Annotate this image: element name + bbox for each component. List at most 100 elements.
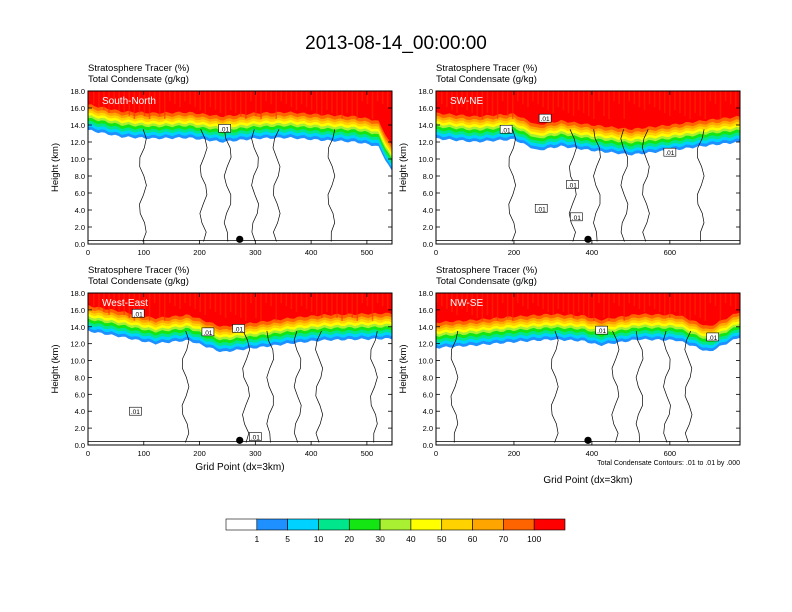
tracer-streak bbox=[496, 91, 499, 120]
tracer-streak bbox=[522, 91, 524, 105]
y-tick-label: 18.0 bbox=[70, 87, 85, 96]
tracer-streak bbox=[522, 293, 524, 307]
tracer-streak bbox=[653, 91, 656, 108]
tracer-streak bbox=[552, 91, 555, 114]
y-tick-label: 0.0 bbox=[75, 240, 85, 249]
tracer-streak bbox=[613, 293, 615, 304]
x-tick-label: 500 bbox=[361, 248, 374, 257]
tracer-streak bbox=[527, 91, 529, 108]
colorbar-swatch bbox=[256, 518, 288, 531]
y-tick-label: 6.0 bbox=[423, 189, 433, 198]
x-tick-label: 0 bbox=[434, 449, 438, 458]
tracer-streak bbox=[108, 293, 110, 315]
tracer-streak bbox=[88, 293, 90, 304]
colorbar-swatch bbox=[287, 518, 319, 531]
tracer-streak bbox=[153, 293, 156, 304]
tracer-streak bbox=[336, 293, 338, 318]
contour-label-box bbox=[534, 204, 548, 213]
contour-label: .01 bbox=[502, 127, 511, 134]
y-tick-label: 14.0 bbox=[418, 323, 433, 332]
tracer-streak bbox=[341, 293, 343, 321]
tracer-streak bbox=[542, 91, 544, 108]
x-tick-label: 400 bbox=[586, 248, 599, 257]
tracer-streak bbox=[618, 91, 620, 105]
panel-header-condensate: Total Condensate (g/kg) bbox=[88, 276, 189, 287]
x-tick-label: 400 bbox=[586, 449, 599, 458]
contour-label: .01 bbox=[234, 326, 243, 333]
tracer-streak bbox=[542, 293, 544, 310]
contour-line bbox=[272, 129, 281, 242]
tracer-streak bbox=[729, 91, 732, 105]
tracer-streak bbox=[290, 293, 293, 310]
tracer-streak bbox=[618, 293, 620, 307]
location-marker bbox=[236, 235, 244, 243]
contour-line bbox=[450, 330, 459, 443]
colorbar-swatch bbox=[472, 518, 504, 531]
tracer-streak bbox=[699, 91, 701, 117]
tracer-streak bbox=[679, 91, 681, 114]
tracer-streak bbox=[714, 293, 717, 307]
tracer-streak bbox=[689, 293, 691, 321]
plot-frame bbox=[435, 90, 741, 245]
tracer-streak bbox=[501, 91, 504, 102]
tracer-streak bbox=[734, 91, 737, 108]
y-tick-label: 6.0 bbox=[75, 390, 85, 399]
x-tick-label: 400 bbox=[305, 248, 318, 257]
tracer-streak bbox=[603, 91, 605, 117]
tracer-streak bbox=[623, 91, 625, 120]
contour-line bbox=[635, 330, 644, 443]
location-marker bbox=[584, 235, 592, 243]
colorbar: 1 5 10 20 30 40 50 60 70 100 bbox=[225, 518, 566, 544]
y-tick-label: 16.0 bbox=[418, 306, 433, 315]
tracer-streak bbox=[366, 293, 369, 307]
panel-west-east: Stratosphere Tracer (%) Total Condensate… bbox=[50, 265, 393, 473]
tracer-streak bbox=[260, 91, 262, 120]
contour-label-box bbox=[249, 432, 262, 441]
tracer-streak bbox=[361, 293, 364, 304]
contour-line bbox=[696, 129, 705, 242]
x-tick-label: 600 bbox=[664, 248, 677, 257]
tracer-streak bbox=[270, 91, 272, 105]
tracer-streak bbox=[300, 91, 303, 105]
tracer-streak bbox=[164, 293, 166, 321]
contour-label: .01 bbox=[220, 126, 229, 133]
contour-line bbox=[315, 330, 324, 443]
tracer-streak bbox=[265, 91, 267, 102]
tracer-streak bbox=[341, 91, 343, 120]
tracer-streak bbox=[351, 91, 353, 117]
colorbar-swatch bbox=[379, 518, 412, 531]
panel-south-north: Stratosphere Tracer (%) Total Condensate… bbox=[50, 63, 393, 257]
tracer-streak bbox=[123, 293, 125, 315]
y-tick-label: 18.0 bbox=[418, 289, 433, 298]
contour-line bbox=[550, 330, 559, 443]
tracer-streak bbox=[456, 91, 458, 114]
tracer-streak bbox=[321, 293, 323, 318]
contour-label-box bbox=[232, 324, 245, 333]
plot-area: .01 .01 .01 .01 .01 .01 SW-NE 0.0 2.0 4.0 6.0 8.0 10… bbox=[398, 87, 741, 257]
colorbar-label: 10 bbox=[314, 534, 324, 544]
x-tick-label: 0 bbox=[86, 449, 90, 458]
contour-label-box bbox=[595, 325, 608, 335]
tracer-streak bbox=[471, 91, 473, 114]
colorbar-swatch bbox=[410, 518, 443, 531]
tracer-streak bbox=[194, 293, 196, 310]
tracer-streak bbox=[466, 91, 468, 111]
tracer-streak bbox=[224, 91, 227, 117]
x-tick-label: 500 bbox=[361, 449, 374, 458]
tracer-streak bbox=[593, 91, 595, 120]
tracer-streak bbox=[179, 293, 181, 310]
tracer-streak bbox=[381, 91, 384, 105]
colorbar-label: 20 bbox=[345, 534, 355, 544]
y-tick-label: 12.0 bbox=[418, 340, 433, 349]
contour-label-box bbox=[131, 308, 145, 318]
tracer-streak bbox=[709, 293, 712, 304]
plot-frame bbox=[87, 90, 393, 245]
panel-header-condensate: Total Condensate (g/kg) bbox=[88, 74, 189, 85]
tracer-streak bbox=[643, 91, 646, 111]
tracer-streak bbox=[255, 91, 257, 117]
tracer-streak bbox=[512, 293, 514, 321]
tracer-streak bbox=[476, 293, 479, 318]
tracer-streak bbox=[153, 91, 156, 102]
tracer-streak bbox=[229, 91, 232, 111]
y-tick-label: 8.0 bbox=[75, 172, 85, 181]
